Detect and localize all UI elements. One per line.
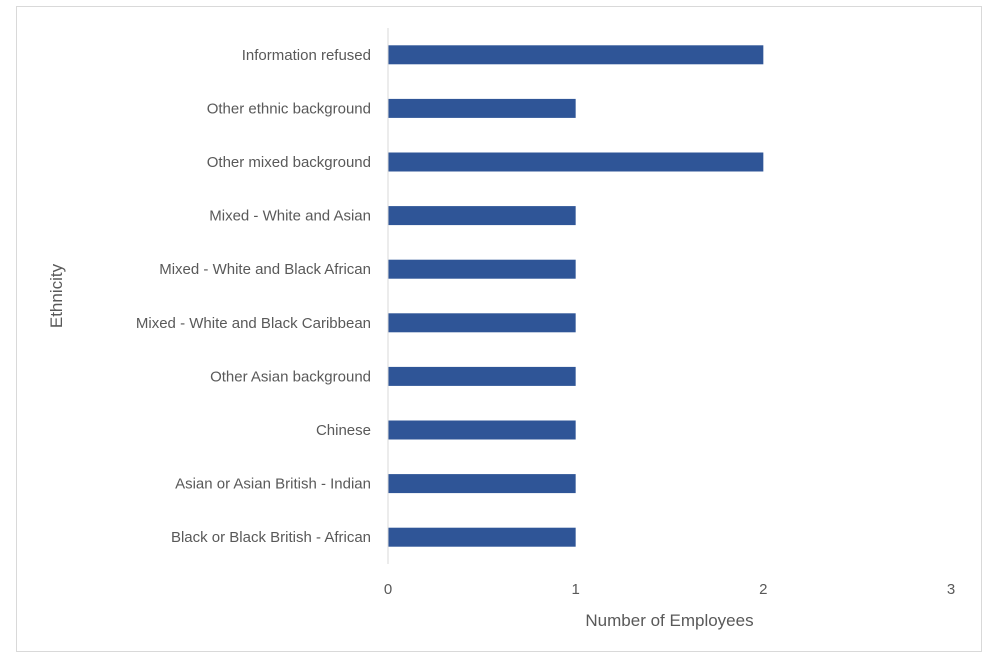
bar-0 bbox=[388, 45, 764, 65]
x-axis-title: Number of Employees bbox=[585, 611, 753, 630]
category-label-7: Chinese bbox=[316, 422, 371, 439]
bar-5 bbox=[388, 313, 576, 333]
bar-7 bbox=[388, 420, 576, 440]
bar-1 bbox=[388, 98, 576, 118]
category-label-3: Mixed - White and Asian bbox=[209, 208, 371, 225]
bar-2 bbox=[388, 152, 764, 172]
category-label-6: Other Asian background bbox=[210, 368, 371, 385]
bars-group bbox=[388, 45, 764, 547]
bar-4 bbox=[388, 259, 576, 279]
x-tick-label-2: 2 bbox=[759, 581, 767, 598]
category-label-1: Other ethnic background bbox=[207, 100, 371, 117]
category-label-8: Asian or Asian British - Indian bbox=[175, 476, 371, 493]
category-label-5: Mixed - White and Black Caribbean bbox=[136, 315, 371, 332]
y-axis-title: Ethnicity bbox=[47, 263, 66, 328]
x-tick-labels: 0 1 2 3 bbox=[384, 581, 955, 598]
category-label-4: Mixed - White and Black African bbox=[159, 261, 371, 278]
bar-6 bbox=[388, 366, 576, 386]
category-label-2: Other mixed background bbox=[207, 154, 371, 171]
category-label-9: Black or Black British - African bbox=[171, 529, 371, 546]
category-label-0: Information refused bbox=[242, 47, 371, 64]
bar-9 bbox=[388, 527, 576, 547]
x-tick-label-3: 3 bbox=[947, 581, 955, 598]
bar-8 bbox=[388, 474, 576, 494]
x-tick-label-0: 0 bbox=[384, 581, 392, 598]
category-labels: Information refused Other ethnic backgrou… bbox=[136, 47, 371, 546]
bar-3 bbox=[388, 206, 576, 226]
x-tick-label-1: 1 bbox=[571, 581, 579, 598]
